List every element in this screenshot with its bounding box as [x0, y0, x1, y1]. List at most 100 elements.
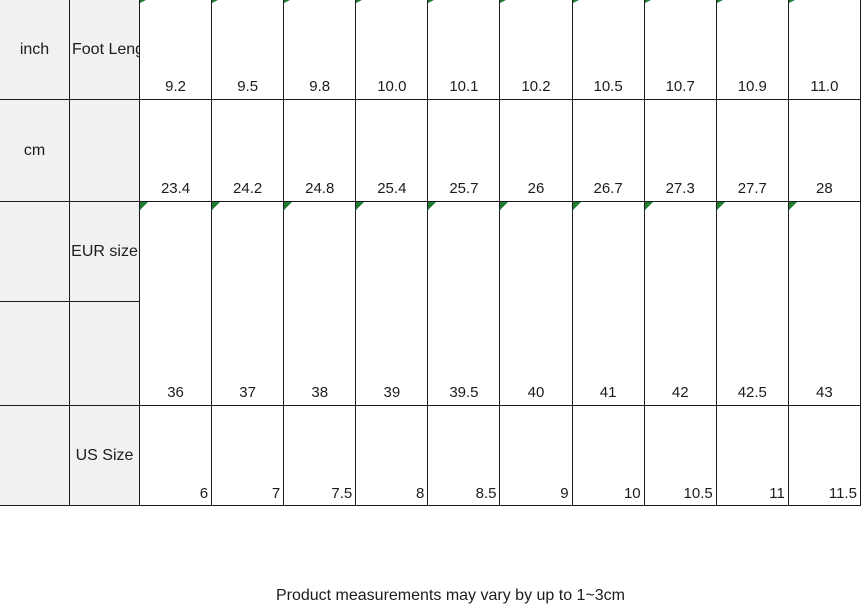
inch-value: 10.7 — [665, 78, 695, 95]
cm-value-cell: 24.8 — [284, 100, 357, 202]
error-flag-icon — [428, 202, 437, 210]
eur-value-cell: 43 — [788, 202, 861, 406]
inch-value-cell: 10.7 — [644, 0, 717, 100]
cm-value-cell: 23.4 — [140, 100, 213, 202]
us-value: 11.5 — [828, 485, 857, 502]
inch-value-cell: 9.5 — [212, 0, 285, 100]
error-flag-icon — [572, 202, 581, 210]
eur-value: 41 — [599, 384, 617, 401]
row-label-eur-size: EUR size — [70, 202, 140, 302]
empty-header-cell — [0, 202, 70, 302]
inch-value: 9.5 — [237, 78, 259, 95]
inch-value: 10.1 — [449, 78, 479, 95]
us-value-cell: 8.5 — [428, 406, 501, 506]
cm-value-cell: 25.7 — [428, 100, 501, 202]
error-flag-icon — [284, 202, 293, 210]
row-label-cm-text: cm — [23, 141, 46, 159]
eur-value-cell: 36 — [140, 202, 213, 406]
cm-value: 23.4 — [160, 180, 191, 197]
inch-value-cell: 10.1 — [428, 0, 501, 100]
eur-value-cell: 39 — [356, 202, 429, 406]
error-flag-icon — [140, 202, 148, 210]
us-value-cell: 10.5 — [644, 406, 717, 506]
us-value-cell: 11.5 — [788, 406, 861, 506]
us-value-cell: 7.5 — [284, 406, 357, 506]
empty-header-cell — [70, 100, 140, 202]
inch-value-cell: 9.2 — [140, 0, 213, 100]
cm-value-cell: 27.3 — [644, 100, 717, 202]
error-flag-icon — [716, 0, 723, 3]
eur-value-cell: 41 — [572, 202, 645, 406]
error-flag-icon — [140, 0, 146, 3]
cm-value: 24.2 — [233, 180, 263, 197]
eur-value: 43 — [816, 384, 833, 401]
eur-value-cell: 39.5 — [428, 202, 501, 406]
error-flag-icon — [356, 0, 363, 3]
row-label-eur-size-text: EUR size — [71, 242, 138, 260]
us-value: 6 — [199, 485, 209, 502]
us-value: 9 — [560, 485, 569, 502]
row-label-foot-length-text: Foot Length — [72, 40, 139, 58]
cm-value-cell: 25.4 — [356, 100, 429, 202]
row-label-us-size-text: US Size — [75, 446, 134, 464]
empty-header-cell — [0, 302, 70, 406]
row-label-inch: inch — [0, 0, 70, 100]
eur-value-cell: 42 — [644, 202, 717, 406]
inch-value-cell: 9.8 — [284, 0, 357, 100]
eur-value: 42 — [671, 384, 689, 401]
cm-value: 26.7 — [593, 180, 623, 197]
inch-value-cell: 10.5 — [572, 0, 645, 100]
cm-value: 27.3 — [665, 180, 695, 197]
error-flag-icon — [356, 202, 365, 210]
cm-value-cell: 26.7 — [572, 100, 645, 202]
error-flag-icon — [500, 0, 507, 3]
eur-value: 40 — [527, 384, 545, 401]
eur-value-cell: 37 — [212, 202, 285, 406]
inch-value: 10.2 — [521, 78, 551, 95]
us-value: 7 — [271, 485, 281, 502]
row-label-cm: cm — [0, 100, 70, 202]
row-label-foot-length: Foot Length — [70, 0, 140, 100]
eur-value: 39 — [383, 384, 401, 401]
size-chart-table: inch Foot Length 9.2 9.5 9.8 10.0 10.1 1… — [0, 0, 861, 506]
us-value-cell: 9 — [500, 406, 573, 506]
inch-value: 10.0 — [377, 78, 407, 95]
error-flag-icon — [212, 0, 219, 3]
us-value: 10 — [623, 485, 641, 502]
inch-value: 10.9 — [737, 78, 767, 95]
inch-value: 9.8 — [309, 78, 331, 95]
inch-value-cell: 10.0 — [356, 0, 429, 100]
cm-value: 28 — [816, 180, 833, 197]
us-value-cell: 8 — [356, 406, 429, 506]
error-flag-icon — [788, 0, 795, 3]
cm-value-cell: 28 — [788, 100, 861, 202]
error-flag-icon — [284, 0, 291, 3]
row-label-us-size: US Size — [70, 406, 140, 506]
error-flag-icon — [212, 202, 221, 210]
error-flag-icon — [644, 202, 653, 210]
inch-value: 11.0 — [810, 78, 839, 95]
row-label-inch-text: inch — [19, 40, 50, 58]
inch-value: 9.2 — [165, 78, 186, 95]
error-flag-icon — [716, 202, 725, 210]
cm-value-cell: 24.2 — [212, 100, 285, 202]
inch-value: 10.5 — [593, 78, 623, 95]
eur-value: 38 — [311, 384, 329, 401]
cm-value: 26 — [527, 180, 545, 197]
cm-value-cell: 27.7 — [716, 100, 789, 202]
error-flag-icon — [644, 0, 651, 3]
cm-value: 24.8 — [305, 180, 335, 197]
eur-value: 36 — [167, 384, 184, 401]
us-value: 7.5 — [331, 485, 353, 502]
eur-value: 37 — [239, 384, 256, 401]
us-value-cell: 7 — [212, 406, 285, 506]
eur-value-cell: 38 — [284, 202, 357, 406]
cm-value: 25.7 — [449, 180, 479, 197]
cm-value-cell: 26 — [500, 100, 573, 202]
empty-header-cell — [0, 406, 70, 506]
us-value-cell: 11 — [716, 406, 789, 506]
us-value: 10.5 — [683, 485, 713, 502]
inch-value-cell: 10.9 — [716, 0, 789, 100]
eur-value: 42.5 — [737, 384, 767, 401]
